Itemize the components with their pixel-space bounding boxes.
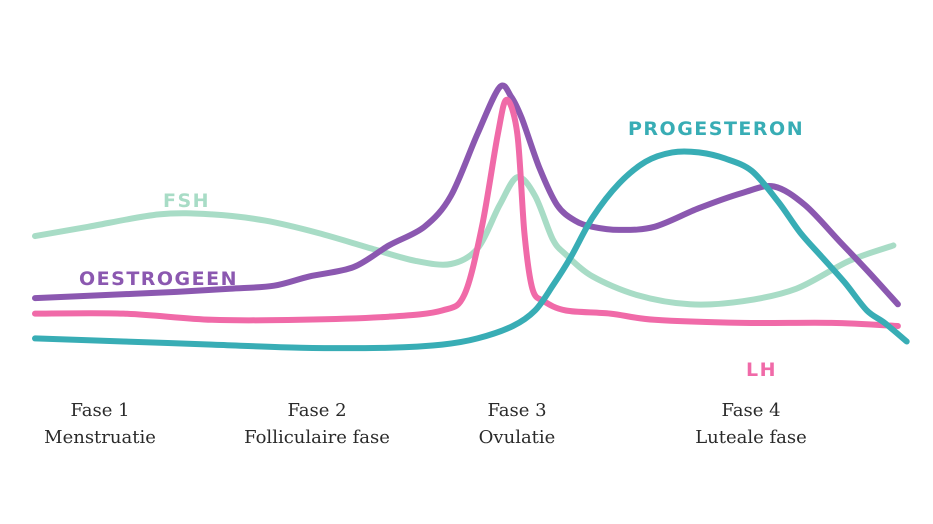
series-line-lh [32,96,901,329]
series-line-fsh [32,174,897,308]
series-label-oestrogeen: OESTROGEEN [79,268,238,290]
phase-2-label: Folliculaire fase [244,427,390,448]
series-lines [32,82,910,352]
series-label-lh: LH [746,359,777,381]
series-label-progesteron: PROGESTERON [628,118,804,140]
series-line-progesteron [32,148,910,352]
phase-2: Fase 2 Folliculaire fase [207,397,427,451]
phase-3-label: Ovulatie [478,427,556,448]
phase-1-name: Fase 1 [70,400,130,421]
phase-2-name: Fase 2 [287,400,347,421]
phase-3-name: Fase 3 [487,400,547,421]
phase-4-name: Fase 4 [721,400,781,421]
phase-4: Fase 4 Luteale fase [641,397,861,451]
phase-3: Fase 3 Ovulatie [407,397,627,451]
phase-1: Fase 1 Menstruatie [0,397,210,451]
phase-4-label: Luteale fase [695,427,807,448]
series-label-fsh: FSH [163,190,210,212]
phase-1-label: Menstruatie [44,427,156,448]
